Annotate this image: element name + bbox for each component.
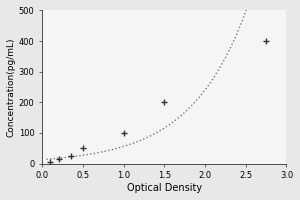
Y-axis label: Concentration(pg/mL): Concentration(pg/mL) (7, 37, 16, 137)
X-axis label: Optical Density: Optical Density (127, 183, 202, 193)
